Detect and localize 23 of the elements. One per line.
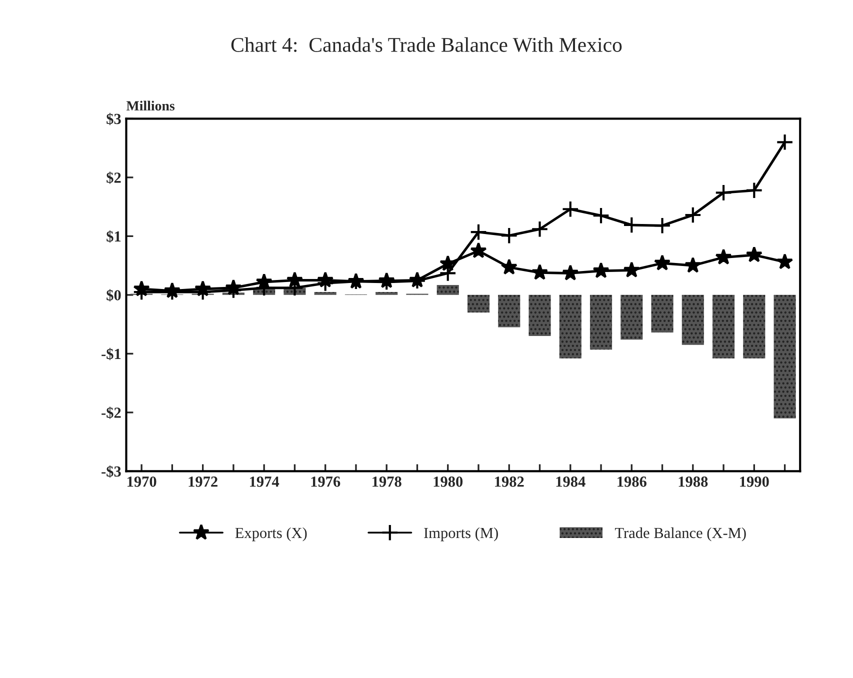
x-tick-label: 1978 <box>372 476 402 487</box>
legend-label: Trade Balance (X-M) <box>614 527 746 542</box>
y-tick-label: -$1 <box>102 348 121 360</box>
y-tick-label: $3 <box>106 112 121 126</box>
x-tick-label: 1988 <box>678 476 708 487</box>
y-tick-label: $1 <box>106 230 121 243</box>
legend-label: Exports (X) <box>235 527 307 542</box>
y-tick-label: $2 <box>106 172 121 184</box>
chart-title: Chart 4: Canada's Trade Balance With Mexico <box>231 37 622 52</box>
y-axis-title: Millions <box>126 100 175 111</box>
x-tick-label: 1974 <box>250 476 280 487</box>
x-tick-label: 1970 <box>128 476 156 487</box>
y-tick-label: -$2 <box>102 406 121 419</box>
x-tick-label: 1984 <box>556 476 586 487</box>
legend-label: Imports (M) <box>424 527 498 542</box>
x-tick-label: 1986 <box>618 476 646 487</box>
x-tick-label: 1972 <box>188 476 218 487</box>
y-tick-label: -$3 <box>102 465 121 478</box>
x-tick-label: 1990 <box>740 476 769 487</box>
x-tick-label: 1980 <box>434 476 463 487</box>
y-tick-label: $0 <box>106 289 121 302</box>
x-tick-label: 1976 <box>311 476 340 487</box>
x-tick-label: 1982 <box>495 476 524 487</box>
